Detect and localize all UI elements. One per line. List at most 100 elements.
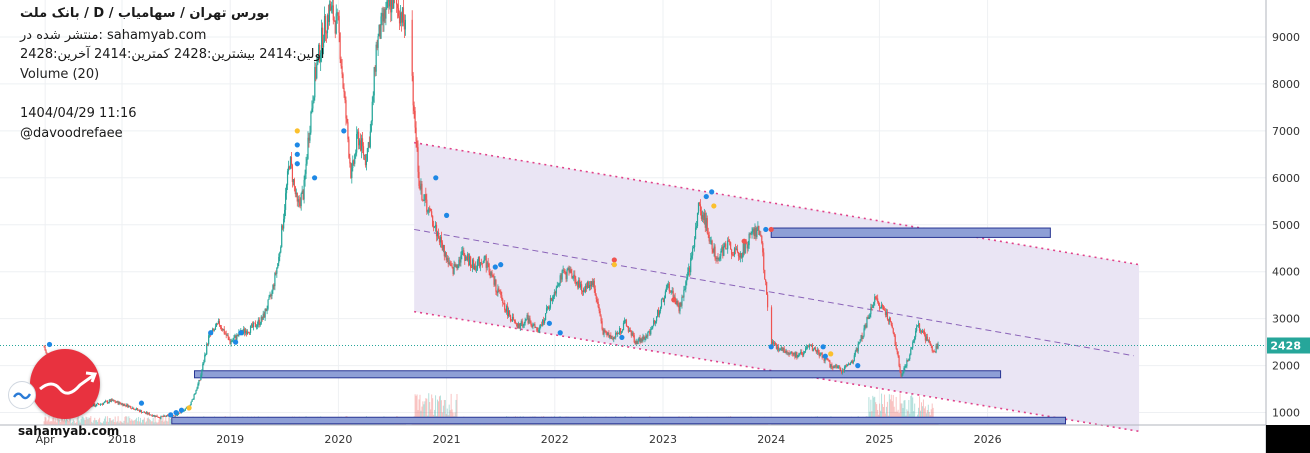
candle-body	[100, 403, 103, 405]
volume-bar	[52, 417, 54, 425]
channel-upper-line	[414, 141, 1140, 266]
candle-body	[322, 42, 325, 48]
candle-body	[885, 312, 888, 315]
candle-body	[625, 320, 628, 327]
candle-body	[854, 351, 856, 356]
candle-body	[540, 324, 542, 327]
volume-bar	[152, 417, 154, 425]
candle-body	[248, 332, 251, 334]
candle-body	[679, 302, 681, 312]
volume-bar	[121, 422, 123, 425]
candle-body	[366, 148, 368, 161]
candle-body	[185, 407, 187, 409]
candle-body	[574, 274, 576, 280]
volume-bar	[162, 417, 164, 425]
volume-bar	[102, 421, 104, 425]
candle-body	[608, 332, 610, 338]
candle-body	[748, 233, 750, 246]
volume-bar	[113, 422, 115, 425]
candle-body	[489, 272, 491, 276]
candle-body	[360, 138, 363, 151]
candle-body	[524, 320, 526, 324]
volume-bar	[116, 421, 118, 425]
volume-bar	[90, 416, 92, 425]
candle-body	[728, 240, 730, 242]
volume-bar	[69, 417, 71, 425]
volume-bar	[150, 421, 152, 425]
candle-body	[834, 365, 836, 367]
candle-body	[937, 343, 939, 349]
chart-logo-icon[interactable]	[8, 381, 36, 409]
candle-body	[351, 168, 353, 178]
candle-body	[332, 5, 334, 21]
candle-body	[924, 334, 926, 341]
candle-body	[401, 7, 404, 23]
volume-bar	[910, 395, 912, 425]
candle-body	[934, 351, 936, 353]
candle-body	[894, 335, 896, 345]
candle-body	[684, 288, 686, 290]
candle-body	[136, 408, 139, 411]
signal-dot	[741, 238, 747, 244]
volume-bar	[89, 417, 91, 425]
volume-bar	[892, 395, 894, 425]
candle-body	[659, 307, 662, 312]
candle-body	[509, 315, 512, 321]
candle-body	[607, 332, 609, 336]
candle-body	[736, 248, 739, 253]
volume-bar	[424, 401, 426, 425]
candle-body	[417, 147, 419, 172]
candle-body	[112, 400, 114, 401]
candle-body	[218, 320, 220, 326]
candle-body	[161, 415, 163, 417]
candle-body	[828, 360, 830, 362]
candle-body	[662, 298, 665, 303]
candle-body	[148, 412, 150, 416]
candle-body	[536, 327, 538, 331]
volume-bar	[72, 419, 74, 425]
candle-body	[631, 332, 633, 336]
candle-body	[906, 360, 908, 367]
volume-bar	[438, 396, 440, 425]
candle-body	[329, 3, 331, 11]
candle-body	[454, 264, 456, 267]
candle-body	[661, 298, 664, 300]
candle-body	[355, 152, 357, 155]
candle-body	[279, 252, 281, 257]
candle-body	[433, 226, 435, 228]
candle-body	[919, 330, 922, 332]
volume-bar	[444, 399, 446, 425]
candle-body	[43, 346, 45, 348]
volume-bar	[170, 418, 172, 425]
candle-body	[247, 332, 250, 333]
signal-dot	[557, 330, 563, 336]
candle-body	[377, 36, 379, 48]
volume-bar	[132, 420, 134, 425]
volume-bar	[874, 396, 876, 425]
volume-bar	[886, 401, 888, 425]
candle-body	[308, 137, 310, 141]
signal-dot	[828, 351, 834, 357]
candle-body	[826, 357, 828, 360]
candle-body	[465, 257, 467, 261]
volume-bar	[54, 421, 56, 425]
volume-bar	[46, 421, 48, 425]
candle-body	[691, 255, 693, 258]
candle-body	[910, 349, 912, 355]
candle-body	[425, 194, 427, 200]
candle-body	[391, 0, 393, 13]
candle-body	[732, 254, 735, 256]
candle-body	[759, 234, 761, 236]
volume-bar	[118, 422, 120, 425]
volume-bar	[108, 418, 110, 425]
volume-bar	[931, 403, 933, 425]
candle-body	[916, 325, 919, 327]
candle-body	[813, 347, 815, 350]
candle-body	[221, 328, 223, 331]
candle-body	[487, 262, 489, 264]
volume-bar	[140, 417, 142, 425]
candle-body	[414, 110, 416, 128]
volume-bar	[165, 416, 167, 425]
candle-body	[542, 320, 544, 326]
candle-body	[892, 328, 894, 333]
